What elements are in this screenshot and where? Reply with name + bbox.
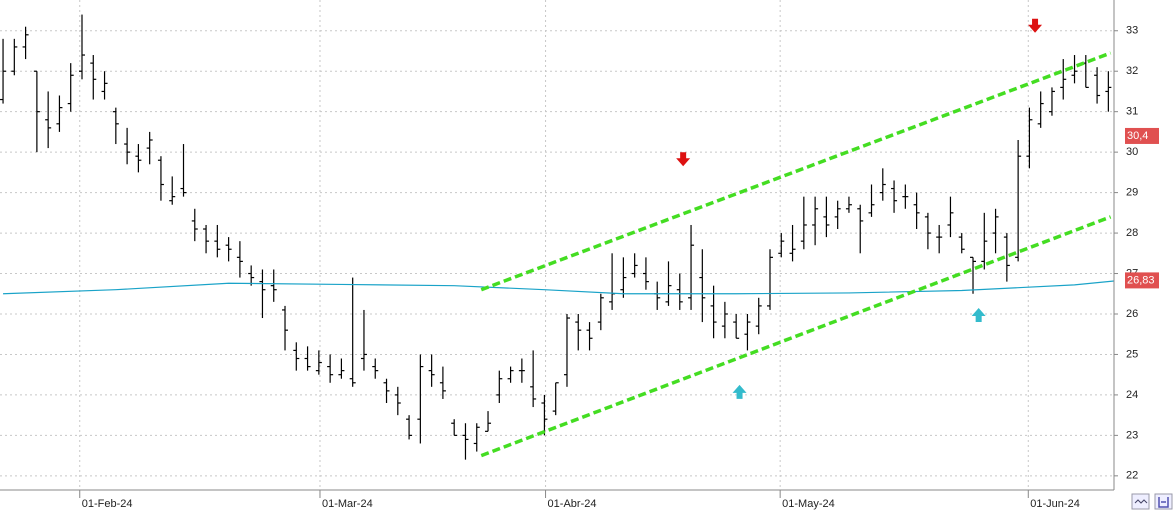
x-tick-label: 01-Abr-24 bbox=[548, 498, 597, 510]
save-icon bbox=[1158, 497, 1169, 508]
price-marker-label: 30,4 bbox=[1127, 130, 1148, 142]
moving-average bbox=[3, 280, 1114, 295]
y-tick-label: 33 bbox=[1126, 25, 1138, 37]
price-marker bbox=[1125, 272, 1159, 289]
axes: 22232425262728293031323301-Feb-2401-Mar-… bbox=[79, 25, 1159, 510]
y-tick-label: 29 bbox=[1126, 187, 1138, 199]
trendline bbox=[480, 215, 1112, 458]
trendline bbox=[480, 51, 1112, 292]
save-button[interactable] bbox=[1154, 493, 1173, 510]
y-tick-label: 26 bbox=[1126, 308, 1138, 320]
y-tick-label: 31 bbox=[1126, 106, 1138, 118]
y-tick-label: 24 bbox=[1126, 389, 1138, 401]
y-tick-label: 28 bbox=[1126, 227, 1138, 239]
signal-arrow bbox=[1028, 18, 1043, 33]
signal-arrow bbox=[676, 152, 691, 167]
x-tick-label: 01-Feb-24 bbox=[82, 498, 133, 510]
y-tick-label: 30 bbox=[1126, 146, 1138, 158]
zoom-button-frame[interactable] bbox=[1131, 493, 1150, 510]
plot-area bbox=[0, 0, 1114, 490]
x-tick-label: 01-May-24 bbox=[782, 498, 835, 510]
signal-arrow bbox=[732, 384, 747, 399]
x-tick-label: 01-Jun-24 bbox=[1030, 498, 1080, 510]
y-tick-label: 23 bbox=[1126, 429, 1138, 441]
x-tick-label: 01-Mar-24 bbox=[322, 498, 373, 510]
signal-arrow bbox=[971, 307, 986, 322]
y-tick-label: 32 bbox=[1126, 65, 1138, 77]
price-marker-label: 26,83 bbox=[1127, 274, 1155, 286]
price-marker bbox=[1125, 127, 1159, 144]
zoom-button[interactable] bbox=[1131, 493, 1150, 510]
y-tick-label: 25 bbox=[1126, 348, 1138, 360]
y-tick-label: 22 bbox=[1126, 470, 1138, 482]
zoom-icon bbox=[1134, 499, 1148, 504]
